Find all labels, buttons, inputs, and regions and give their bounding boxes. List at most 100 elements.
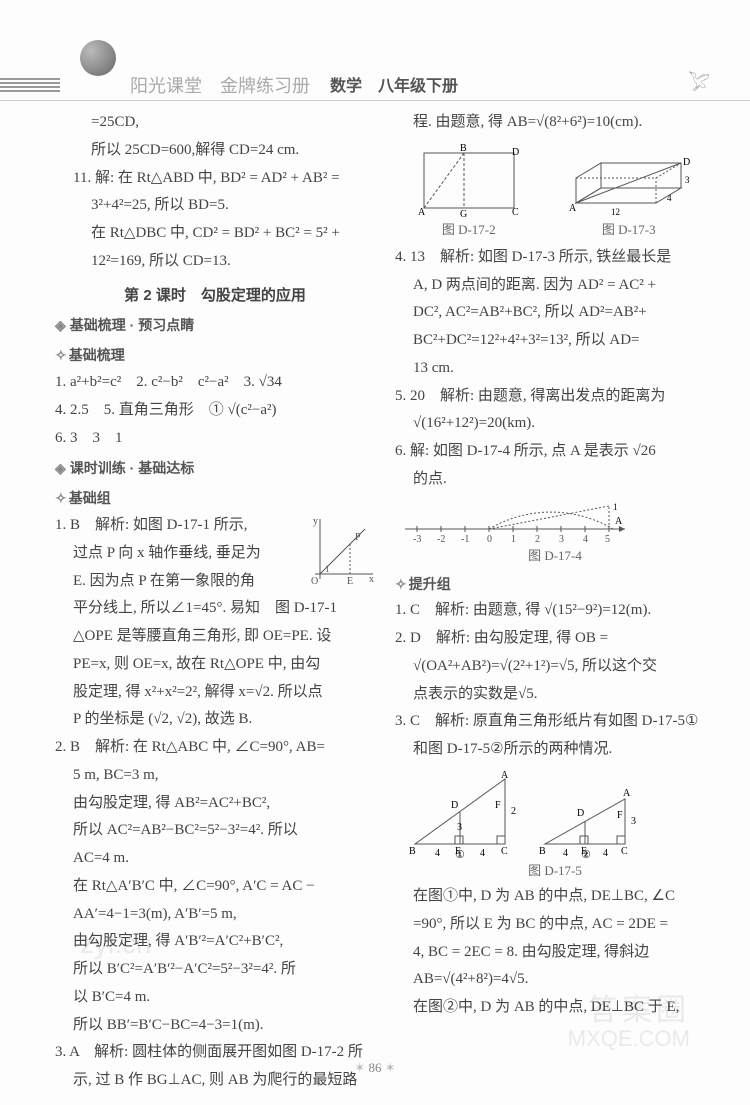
left-column: =25CD, 所以 25CD=600,解得 CD=24 cm. 11. 解: 在…: [55, 109, 375, 1095]
svg-text:O: O: [311, 576, 318, 584]
text: AC=4 m.: [55, 845, 375, 873]
svg-text:G: G: [460, 209, 467, 218]
text: 1. C 解析: 由题意, 得 √(15²−9²)=12(m).: [395, 597, 715, 625]
svg-text:-2: -2: [437, 534, 445, 544]
svg-text:A: A: [569, 203, 577, 214]
svg-text:A: A: [418, 207, 426, 218]
svg-text:4: 4: [435, 848, 440, 859]
svg-text:4: 4: [603, 848, 608, 859]
text: 由勾股定理, 得 AB²=AC²+BC²,: [55, 790, 375, 818]
svg-text:C: C: [501, 846, 508, 857]
svg-text:3: 3: [631, 816, 636, 827]
svg-text:F: F: [495, 800, 501, 811]
figure-d17-5: B E C A D F 2 4 4 3 ① B E C A D: [395, 764, 715, 883]
svg-text:D: D: [577, 808, 584, 819]
svg-text:D: D: [683, 157, 690, 168]
svg-text:4: 4: [480, 848, 485, 859]
figure-d17-4: -3 -2 -1 0 1 2 3 4 5 A 1 图 D-17-4: [395, 494, 715, 568]
figure-caption: 图 D-17-3: [561, 218, 696, 242]
text: A, D 两点间的距离. 因为 AD² = AC² +: [395, 272, 715, 300]
svg-text:12: 12: [611, 207, 620, 217]
text: 3. C 解析: 原直角三角形纸片有如图 D-17-5①: [395, 708, 715, 736]
text: 的点.: [395, 466, 715, 494]
svg-text:C: C: [512, 207, 519, 218]
text: 所以 25CD=600,解得 CD=24 cm.: [55, 137, 375, 165]
svg-text:B: B: [539, 846, 546, 857]
svg-text:2: 2: [535, 534, 540, 544]
figure-caption: 图 D-17-2: [414, 218, 524, 242]
globe-icon: [80, 40, 116, 76]
svg-text:B: B: [409, 846, 416, 857]
figure-caption: 图 D-17-5: [395, 859, 715, 883]
figure-d17-2: A B C D G 图 D-17-2: [414, 143, 524, 242]
text: 平分线上, 所以∠1=45°. 易知 图 D-17-1: [55, 595, 375, 623]
svg-text:A: A: [615, 516, 623, 527]
text: △OPE 是等腰直角三角形, 即 OE=PE. 设: [55, 623, 375, 651]
svg-text:①: ①: [455, 849, 465, 859]
text: 和图 D-17-5②所示的两种情况.: [395, 736, 715, 764]
text: DC², AC²=AB²+BC², 所以 AD²=AB²+: [395, 299, 715, 327]
text: 以 B′C=4 m.: [55, 984, 375, 1012]
text: 5 m, BC=3 m,: [55, 762, 375, 790]
page-body: =25CD, 所以 25CD=600,解得 CD=24 cm. 11. 解: 在…: [0, 101, 750, 1105]
series-title: 阳光课堂 金牌练习册: [130, 70, 310, 103]
svg-text:B: B: [460, 143, 467, 154]
subgroup-heading: 基础梳理: [55, 343, 375, 369]
text: 在 Rt△A′B′C 中, ∠C=90°, A′C = AC −: [55, 873, 375, 901]
svg-text:x: x: [369, 574, 374, 584]
svg-text:D: D: [512, 147, 519, 158]
svg-text:A: A: [501, 770, 509, 781]
text: √(OA²+AB²)=√(2²+1²)=√5, 所以这个交: [395, 653, 715, 681]
page-number: 86: [0, 1056, 750, 1080]
figure-d17-1: x y P E O 1: [305, 514, 375, 584]
text: 1. a²+b²=c² 2. c²−b² c²−a² 3. √34: [55, 369, 375, 397]
text: √(16²+12²)=20(km).: [395, 410, 715, 438]
svg-text:1: 1: [325, 564, 330, 574]
text: PE=x, 则 OE=x, 故在 Rt△OPE 中, 由勾: [55, 651, 375, 679]
bird-icon: 𓅯: [689, 68, 710, 101]
svg-text:0: 0: [487, 534, 492, 544]
svg-text:5: 5: [605, 534, 610, 544]
svg-text:E: E: [347, 576, 353, 584]
svg-text:y: y: [313, 516, 318, 527]
text: 12²=169, 所以 CD=13.: [55, 248, 375, 276]
svg-text:F: F: [617, 810, 623, 821]
text: 程. 由题意, 得 AB=√(8²+6²)=10(cm).: [395, 109, 715, 137]
header-stripes: [0, 78, 60, 92]
svg-text:-1: -1: [461, 534, 469, 544]
text: AA′=4−1=3(m), A′B′=5 m,: [55, 901, 375, 929]
text: 4. 2.5 5. 直角三角形 ① √(c²−a²): [55, 397, 375, 425]
text: 5. 20 解析: 由题意, 得离出发点的距离为: [395, 383, 715, 411]
page-header: 阳光课堂 金牌练习册 数学 八年级下册 𓅯: [0, 0, 750, 101]
svg-text:C: C: [621, 846, 628, 857]
subgroup-heading: 基础组: [55, 486, 375, 512]
text: 在 Rt△DBC 中, CD² = BD² + BC² = 5² +: [55, 220, 375, 248]
text: 股定理, 得 x²+x²=2², 解得 x=√2. 所以点: [55, 679, 375, 707]
svg-text:4: 4: [667, 193, 672, 203]
text: =90°, 所以 E 为 BC 的中点, AC = 2DE =: [395, 911, 715, 939]
text: 3²+4²=25, 所以 BD=5.: [55, 192, 375, 220]
svg-text:P: P: [355, 532, 361, 543]
text: 所以 AC²=AB²−BC²=5²−3²=4². 所以: [55, 817, 375, 845]
subject-title: 数学 八年级下册: [330, 72, 458, 102]
text: 所以 B′C²=A′B′²−A′C²=5²−3²=4². 所: [55, 956, 375, 984]
text: AB=√(4²+8²)=4√5.: [395, 966, 715, 994]
section-title: 第 2 课时 勾股定理的应用: [55, 282, 375, 310]
text: 13 cm.: [395, 355, 715, 383]
svg-text:-3: -3: [413, 534, 421, 544]
svg-text:4: 4: [563, 848, 568, 859]
svg-text:4: 4: [583, 534, 588, 544]
text: BC²+DC²=12²+4²+3²=13², 所以 AD=: [395, 327, 715, 355]
text: 在图①中, D 为 AB 的中点, DE⊥BC, ∠C: [395, 883, 715, 911]
text: 点表示的实数是√5.: [395, 681, 715, 709]
text: 2. B 解析: 在 Rt△ABC 中, ∠C=90°, AB=: [55, 734, 375, 762]
svg-text:3: 3: [559, 534, 564, 544]
svg-text:②: ②: [581, 849, 591, 859]
svg-text:1: 1: [613, 502, 618, 512]
right-column: 程. 由题意, 得 AB=√(8²+6²)=10(cm). A B C D G …: [395, 109, 715, 1095]
svg-text:D: D: [451, 800, 458, 811]
figure-caption: 图 D-17-4: [395, 544, 715, 568]
group-heading: 课时训练 · 基础达标: [55, 456, 375, 482]
svg-text:1: 1: [511, 534, 516, 544]
subgroup-heading: 提升组: [395, 572, 715, 598]
